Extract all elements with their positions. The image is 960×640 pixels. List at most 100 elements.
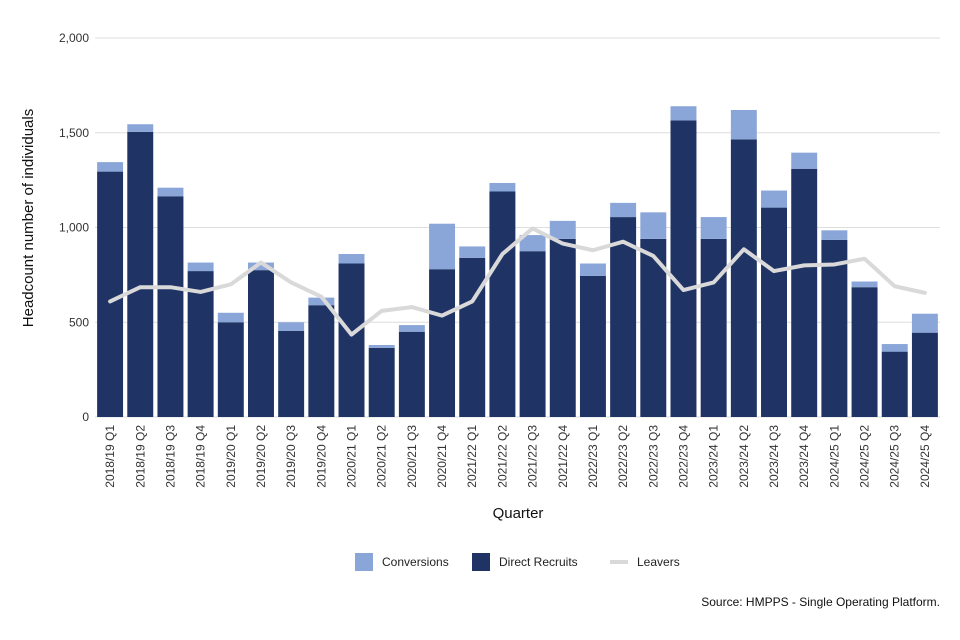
bar-conversions: [248, 262, 274, 271]
x-tick-label: 2019/20 Q1: [224, 425, 238, 488]
x-tick-label: 2020/21 Q3: [405, 425, 419, 488]
bar-conversions: [519, 235, 546, 252]
x-tick-label: 2020/21 Q2: [375, 425, 389, 488]
x-tick-label: 2022/23 Q3: [646, 425, 660, 488]
bar-conversions: [730, 110, 757, 140]
y-tick-label: 1,000: [59, 221, 89, 235]
x-tick-label: 2021/22 Q2: [495, 425, 509, 488]
legend: Conversions Direct Recruits Leavers: [355, 553, 680, 571]
bar-conversions: [217, 312, 244, 323]
x-tick-label: 2019/20 Q2: [254, 425, 268, 488]
legend-swatch: [472, 553, 490, 571]
bar-conversions: [549, 220, 576, 239]
bar-conversions: [308, 297, 335, 306]
bar-direct-recruits: [338, 263, 365, 417]
bar-direct-recruits: [730, 139, 757, 417]
y-tick-label: 0: [82, 410, 89, 424]
x-tick-label: 2019/20 Q3: [284, 425, 298, 488]
bar-conversions: [489, 182, 516, 192]
bar-conversions: [610, 202, 637, 218]
x-tick-label: 2018/19 Q1: [103, 425, 117, 488]
bar-direct-recruits: [278, 330, 305, 417]
x-tick-label: 2024/25 Q1: [827, 425, 841, 488]
bars: [97, 106, 938, 418]
leavers-line: [108, 226, 927, 337]
x-tick-label: 2020/21 Q4: [435, 425, 449, 488]
bar-conversions: [127, 124, 154, 132]
y-tick-label: 500: [69, 315, 89, 329]
bar-conversions: [187, 262, 214, 272]
legend-label: Leavers: [637, 555, 680, 569]
bar-conversions: [398, 325, 425, 332]
x-tick-label: 2023/24 Q1: [707, 425, 721, 488]
x-tick-label: 2021/22 Q4: [556, 425, 570, 488]
bar-direct-recruits: [429, 269, 456, 417]
bar-direct-recruits: [459, 257, 486, 417]
bar-conversions: [579, 263, 606, 276]
x-tick-label: 2023/24 Q2: [737, 425, 751, 488]
bar-direct-recruits: [851, 287, 878, 417]
legend-swatch: [355, 553, 373, 571]
bar-conversions: [278, 322, 305, 331]
x-tick-label: 2018/19 Q2: [133, 425, 147, 488]
x-tick-label: 2021/22 Q1: [465, 425, 479, 488]
bar-conversions: [791, 152, 818, 169]
x-tick-label: 2022/23 Q2: [616, 425, 630, 488]
bar-conversions: [821, 230, 848, 240]
bar-conversions: [700, 217, 727, 239]
legend-label: Direct Recruits: [499, 555, 578, 569]
bar-conversions: [670, 106, 697, 121]
bar-direct-recruits: [610, 217, 637, 417]
bar-direct-recruits: [187, 271, 214, 417]
bar-direct-recruits: [549, 238, 576, 417]
x-tick-label: 2024/25 Q3: [888, 425, 902, 488]
bar-direct-recruits: [761, 207, 787, 417]
bar-direct-recruits: [157, 196, 184, 417]
x-tick-label: 2022/23 Q4: [676, 425, 690, 488]
bar-conversions: [97, 162, 124, 172]
x-axis-title: Quarter: [493, 505, 544, 522]
bar-conversions: [761, 190, 787, 208]
bar-conversions: [338, 254, 365, 264]
bar-conversions: [851, 281, 878, 288]
bar-direct-recruits: [670, 120, 697, 418]
bar-direct-recruits: [881, 351, 908, 417]
x-axis-ticks: 2018/19 Q1 2018/19 Q2 2018/19 Q3 2018/19 Q4…: [103, 425, 932, 488]
source-note: Source: HMPPS - Single Operating Platfor…: [701, 595, 940, 609]
bar-direct-recruits: [127, 131, 154, 418]
bar-direct-recruits: [368, 347, 395, 417]
bar-direct-recruits: [821, 239, 848, 417]
bar-conversions: [429, 223, 456, 270]
bar-direct-recruits: [579, 275, 606, 417]
bar-conversions: [459, 246, 486, 258]
bar-direct-recruits: [308, 305, 335, 417]
x-tick-label: 2023/24 Q4: [797, 425, 811, 488]
bar-direct-recruits: [217, 322, 244, 417]
bar-conversions: [881, 344, 908, 352]
y-axis-title: Headcount number of individuals: [20, 109, 37, 327]
bar-conversions: [640, 212, 667, 239]
bar-direct-recruits: [791, 168, 818, 417]
y-tick-label: 2,000: [59, 31, 89, 45]
x-tick-label: 2019/20 Q4: [314, 425, 328, 488]
x-tick-label: 2023/24 Q3: [767, 425, 781, 488]
bar-conversions: [157, 187, 184, 197]
bar-conversions: [368, 344, 395, 348]
x-tick-label: 2024/25 Q2: [858, 425, 872, 488]
bar-direct-recruits: [519, 251, 546, 417]
bar-conversions: [911, 313, 938, 333]
x-tick-label: 2018/19 Q4: [194, 425, 208, 488]
bar-direct-recruits: [489, 191, 516, 417]
x-tick-label: 2020/21 Q1: [345, 425, 359, 488]
legend-label: Conversions: [382, 555, 449, 569]
x-tick-label: 2024/25 Q4: [918, 425, 932, 488]
bar-direct-recruits: [97, 171, 124, 417]
x-tick-label: 2018/19 Q3: [163, 425, 177, 488]
y-tick-label: 1,500: [59, 126, 89, 140]
bar-direct-recruits: [911, 332, 938, 417]
y-axis-ticks: 0 500 1,000 1,500 2,000: [59, 31, 89, 424]
bar-direct-recruits: [700, 238, 727, 417]
x-tick-label: 2022/23 Q1: [586, 425, 600, 488]
leavers-line-group: [108, 226, 927, 337]
